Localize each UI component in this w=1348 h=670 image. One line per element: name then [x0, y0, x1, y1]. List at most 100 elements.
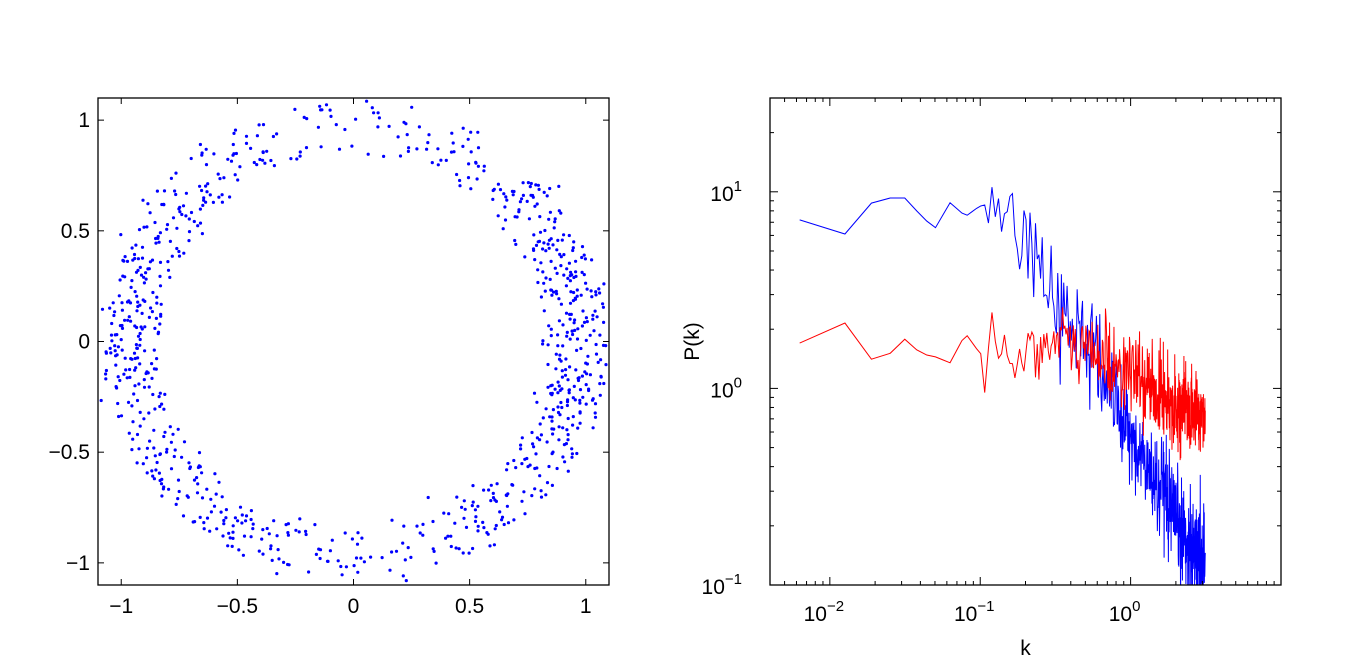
- scatter-point: [542, 241, 546, 245]
- scatter-point: [154, 367, 158, 371]
- scatter-point: [593, 309, 597, 313]
- scatter-point: [388, 568, 392, 572]
- scatter-point: [586, 354, 590, 358]
- scatter-point: [564, 311, 569, 315]
- scatter-point: [249, 509, 253, 513]
- scatter-point: [476, 146, 481, 150]
- scatter-point: [566, 416, 570, 421]
- scatter-point: [159, 302, 163, 306]
- scatter-point: [584, 316, 589, 320]
- scatter-point: [404, 579, 408, 583]
- scatter-point: [553, 387, 557, 391]
- scatter-point: [169, 440, 173, 444]
- scatter-point: [122, 372, 126, 376]
- scatter-point: [557, 184, 561, 188]
- scatter-point: [144, 271, 148, 275]
- scatter-point: [584, 402, 588, 406]
- scatter-point: [109, 351, 113, 355]
- scatter-point: [104, 377, 108, 381]
- scatter-point: [571, 248, 575, 253]
- scatter-point: [547, 464, 551, 469]
- scatter-point: [473, 508, 477, 512]
- scatter-point: [174, 192, 178, 197]
- scatter-point: [166, 268, 171, 272]
- x-tick-label: 100: [1109, 598, 1141, 626]
- scatter-point: [200, 471, 204, 475]
- scatter-point: [535, 202, 539, 206]
- scatter-point: [193, 520, 197, 524]
- scatter-point: [387, 124, 391, 128]
- scatter-point: [560, 405, 564, 410]
- scatter-point: [528, 463, 532, 467]
- scatter-point: [471, 500, 475, 504]
- scatter-point: [158, 260, 163, 264]
- scatter-point: [104, 372, 108, 376]
- scatter-point: [138, 424, 142, 428]
- scatter-point: [595, 315, 599, 319]
- scatter-point: [550, 483, 555, 487]
- scatter-point: [476, 524, 480, 528]
- scatter-point: [261, 552, 265, 556]
- scatter-point: [205, 190, 209, 194]
- scatter-point: [542, 190, 546, 194]
- scatter-point: [289, 157, 293, 161]
- scatter-point: [222, 176, 226, 180]
- scatter-point: [581, 309, 585, 313]
- scatter-point: [564, 357, 568, 361]
- scatter-point: [359, 556, 363, 560]
- scatter-point: [572, 290, 576, 295]
- scatter-point: [512, 518, 516, 522]
- scatter-point: [153, 220, 157, 225]
- scatter-point: [591, 426, 595, 430]
- scatter-point: [260, 537, 264, 541]
- scatter-point: [171, 432, 175, 436]
- scatter-point: [127, 299, 131, 303]
- scatter-point: [570, 452, 575, 456]
- scatter-point: [546, 242, 550, 246]
- scatter-point: [601, 302, 605, 306]
- scatter-point: [410, 105, 414, 109]
- scatter-point: [154, 468, 158, 472]
- scatter-point: [532, 445, 536, 449]
- scatter-point: [584, 338, 588, 342]
- scatter-point: [503, 205, 507, 209]
- scatter-point: [576, 426, 580, 430]
- scatter-point: [473, 519, 478, 524]
- scatter-point: [569, 270, 573, 274]
- scatter-point: [541, 342, 545, 346]
- scatter-point: [125, 259, 130, 263]
- scatter-point: [136, 268, 140, 272]
- scatter-point: [238, 505, 243, 509]
- scatter-point: [548, 186, 552, 191]
- scatter-point: [155, 301, 159, 305]
- scatter-point: [136, 334, 141, 338]
- scatter-point: [562, 253, 566, 257]
- scatter-point: [571, 246, 575, 250]
- scatter-point: [154, 236, 158, 241]
- scatter-point: [137, 228, 142, 232]
- scatter-point: [464, 525, 469, 530]
- scatter-point: [520, 436, 524, 440]
- scatter-point: [116, 375, 120, 379]
- scatter-point: [496, 214, 500, 218]
- scatter-point: [337, 147, 342, 151]
- scatter-point: [304, 529, 308, 534]
- scatter-point: [369, 555, 373, 559]
- x-tick-label: 1: [580, 595, 592, 618]
- scatter-point: [549, 237, 553, 241]
- scatter-point: [192, 219, 196, 224]
- scatter-point: [123, 275, 127, 279]
- scatter-point: [453, 521, 457, 525]
- scatter-point: [212, 504, 217, 508]
- scatter-point: [130, 246, 134, 250]
- scatter-point: [404, 122, 408, 126]
- scatter-point: [566, 398, 570, 402]
- scatter-point: [565, 428, 569, 432]
- scatter-point: [574, 259, 578, 263]
- scatter-point: [261, 123, 266, 127]
- scatter-point: [129, 319, 133, 323]
- x-axis-label: k: [1020, 637, 1031, 660]
- scatter-point: [116, 401, 120, 406]
- scatter-point: [202, 198, 206, 202]
- scatter-point: [177, 254, 182, 258]
